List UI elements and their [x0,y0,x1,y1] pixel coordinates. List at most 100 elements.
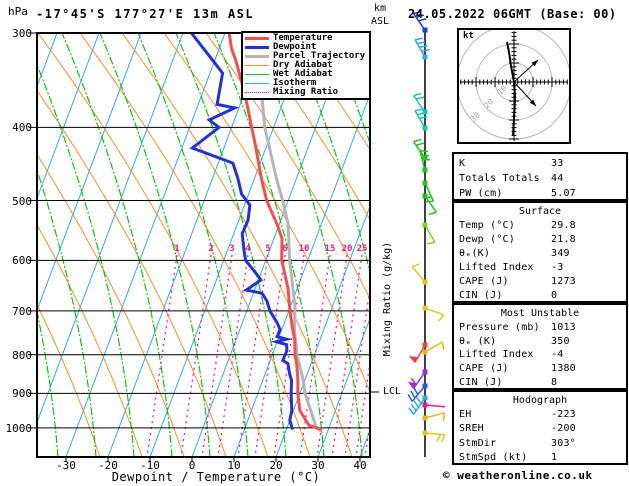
altitude-unit-asl-label: ASL [371,16,390,27]
legend-item-label: Dewpoint [273,42,317,52]
index-name: Totals Totals [459,173,540,184]
index-name: Temp (°C) [459,220,515,231]
legend-line-swatch [245,83,269,84]
index-value: 29.8 [551,220,576,231]
wind-barb [412,92,428,115]
mixing-ratio-tick-label: 3 [229,244,235,254]
table-row: Lifted Index -4 [454,348,626,362]
mixing-ratio-tick-label: 4 [245,244,251,254]
index-name: PW (cm) [459,188,503,199]
index-name: Pressure (mb) [459,321,540,333]
hodograph-ring-label: 30 [469,110,482,123]
legend-item: Temperature [245,34,369,43]
pressure-tick-label: 300 [12,27,32,40]
indices-table-most-unstable: Most Unstable Pressure (mb) 1013 θₑ (K) 350 L… [452,303,628,390]
index-value: 303° [551,437,576,449]
temperature-tick-label: 20 [269,459,283,472]
legend-item-label: Parcel Trajectory [273,51,366,61]
wind-barb [422,222,436,245]
index-name: Dewp (°C) [459,234,515,245]
legend-line-swatch [245,65,269,66]
table-row: StmDir 303° [454,437,626,451]
wind-barb [409,342,428,363]
index-value: 44 [551,173,564,184]
pressure-tick-label: 700 [12,304,32,318]
valid-datetime-label: 24.05.2022 06GMT (Base: 00) [408,7,617,21]
wind-barb [422,193,438,216]
table-row: CAPE (J) 1273 [454,275,626,289]
index-value: 1380 [551,363,576,375]
table-row: CAPE (J) 1380 [454,362,626,376]
mixing-ratio-tick-label: 5 [265,244,271,254]
temperature-tick-label: -10 [140,459,160,472]
table-section-header: Most Unstable [500,308,580,319]
hodograph-unit-label: kt [463,31,474,41]
legend-item: Mixing Ratio [245,88,369,97]
table-row: CIN (J) 8 [454,376,626,390]
legend-item: Dry Adiabat [245,61,369,70]
temperature-tick-label: 10 [227,459,241,472]
legend-item-label: Isotherm [273,78,317,88]
index-name: CIN (J) [459,377,503,389]
index-name: CAPE (J) [459,276,509,287]
temperature-curve [227,34,323,431]
index-name: θₑ(K) [459,248,491,259]
table-row: θₑ(K) 349 [454,247,626,261]
mixing-ratio-axis-label: Mixing Ratio (g/kg) [382,241,393,357]
legend-box: Temperature Dewpoint Parcel Trajectory Dry … [241,31,371,100]
wind-barb [407,383,428,402]
legend-item: Wet Adiabat [245,70,369,79]
indices-table-surface: Surface Temp (°C) 29.8 Dewp (°C) 21.8 θₑ(K) 34… [452,201,628,303]
wind-barb [422,341,445,355]
skewt-background-lines [38,34,369,456]
legend-item-label: Temperature [273,33,333,43]
wind-barb [422,305,445,322]
temperature-tick-label: 0 [188,459,196,472]
index-value: 8 [551,377,558,389]
table-row: K 33 [454,156,626,171]
index-value: 21.8 [551,234,576,245]
index-value: -223 [551,409,576,421]
wind-barb [408,395,428,415]
index-value: -200 [551,423,576,435]
pressure-tick-label: 900 [12,387,32,401]
legend-line-swatch [245,55,269,58]
wind-barb [422,430,446,443]
pressure-tick-label: 500 [12,194,32,208]
mixing-ratio-tick-label: 2 [208,244,214,254]
index-value: 1 [551,451,558,463]
pressure-tick-label: 800 [12,348,32,362]
table-section-header: Hodograph [512,395,568,406]
copyright-label: © weatheronline.co.uk [443,469,593,482]
index-value: -4 [551,349,564,361]
index-name: K [459,158,466,169]
wind-barb [414,108,428,131]
legend-item-label: Wet Adiabat [273,69,333,79]
hodograph-trace-lower [512,81,517,137]
wind-barb [419,149,431,173]
table-row: θₑ (K) 350 [454,335,626,349]
hodograph-ring-label: 10 [496,84,509,97]
temperature-tick-label: -20 [98,459,118,472]
table-row: EH -223 [454,408,626,422]
table-row: PW (cm) 5.07 [454,186,626,201]
index-value: -3 [551,262,564,273]
table-row: Totals Totals 44 [454,171,626,186]
wind-barb [422,180,435,203]
indices-table-hodograph: Hodograph EH -223 SREH -200 StmDir 303° StmSpd … [452,390,628,465]
pressure-tick-label: 400 [12,121,32,135]
table-section-header: Surface [518,206,562,217]
legend-line-swatch [245,37,269,40]
legend-line-swatch [245,92,269,93]
pressure-unit-label: hPa [8,5,28,18]
index-name: SREH [459,423,484,435]
index-name: θₑ (K) [459,335,497,347]
table-row: StmSpd (kt) 1 [454,451,626,465]
index-name: Lifted Index [459,262,534,273]
table-row: Dewp (°C) 21.8 [454,233,626,247]
temperature-axis-title: Dewpoint / Temperature (°C) [111,470,321,484]
index-name: StmDir [459,437,497,449]
parcel-trajectory-curve [259,83,323,433]
table-row: Pressure (mb) 1013 [454,321,626,335]
